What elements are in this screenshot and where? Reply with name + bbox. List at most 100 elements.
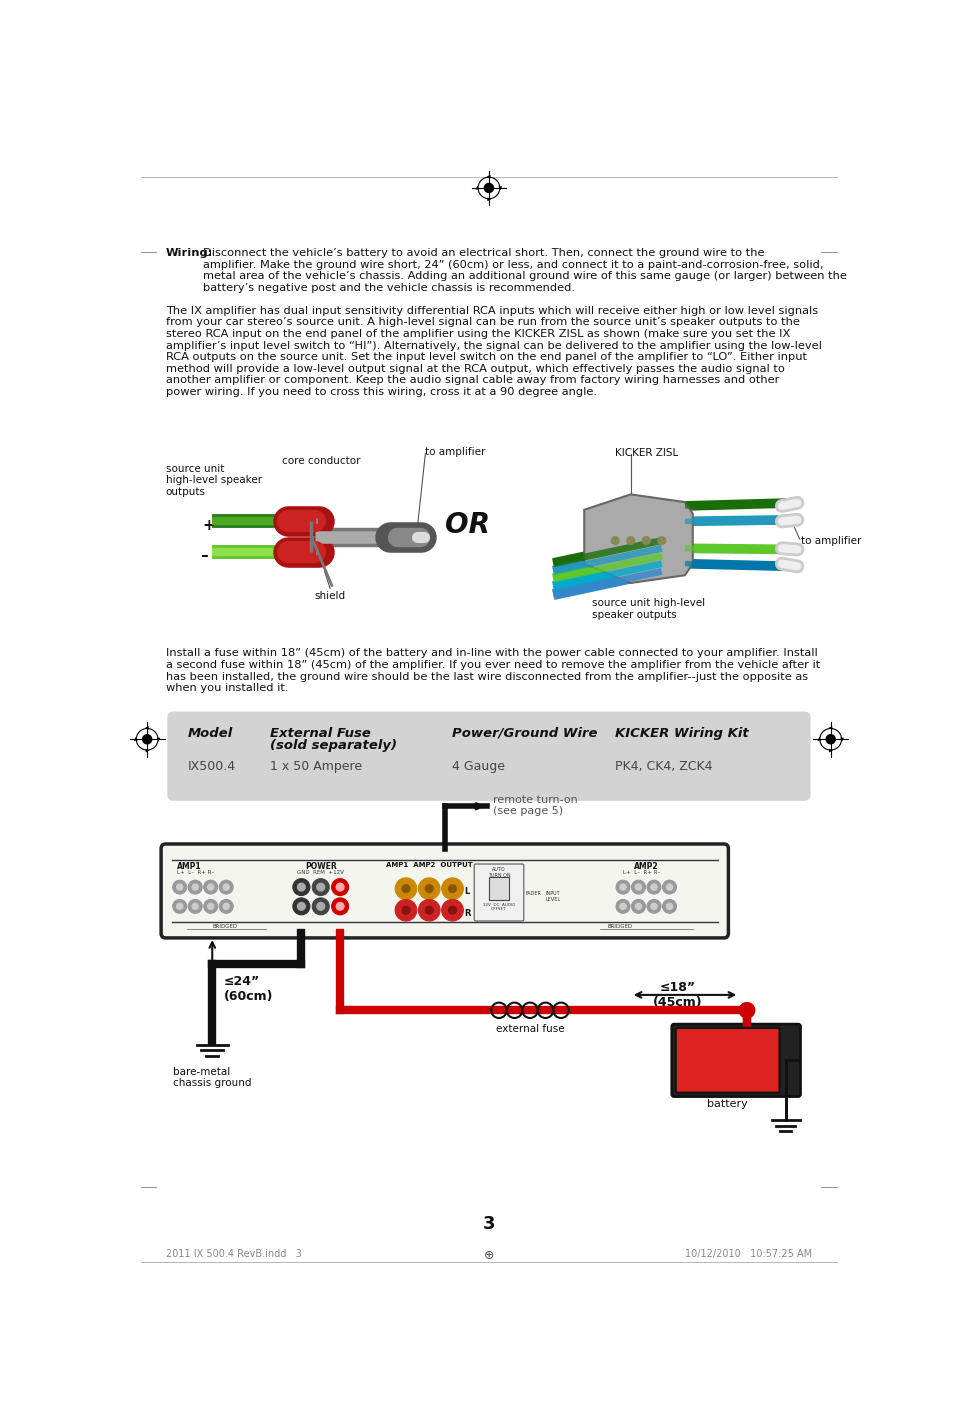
- Text: INPUT
LEVEL: INPUT LEVEL: [545, 891, 560, 902]
- Circle shape: [297, 902, 305, 911]
- Text: 2011 IX 500.4 RevB.indd   3: 2011 IX 500.4 RevB.indd 3: [166, 1248, 301, 1260]
- Circle shape: [172, 881, 187, 893]
- Circle shape: [402, 885, 410, 892]
- Circle shape: [661, 881, 676, 893]
- Circle shape: [441, 899, 463, 921]
- Circle shape: [418, 899, 439, 921]
- Circle shape: [619, 903, 625, 909]
- Circle shape: [666, 884, 672, 891]
- Text: 1 x 50 Ampere: 1 x 50 Ampere: [270, 760, 362, 772]
- Circle shape: [332, 879, 348, 895]
- Text: GND  REM  +12V: GND REM +12V: [297, 871, 344, 875]
- Polygon shape: [156, 738, 160, 741]
- Circle shape: [335, 884, 344, 891]
- Text: core conductor: core conductor: [282, 456, 360, 466]
- Text: L: L: [464, 888, 469, 896]
- Polygon shape: [146, 748, 150, 752]
- FancyBboxPatch shape: [671, 1025, 800, 1097]
- Circle shape: [448, 906, 456, 913]
- Text: source unit
high-level speaker
outputs: source unit high-level speaker outputs: [166, 463, 262, 497]
- Text: ≤18”
(45cm): ≤18” (45cm): [652, 980, 701, 1009]
- Text: 12V  DC  AUDIO
OFFSET: 12V DC AUDIO OFFSET: [482, 902, 515, 911]
- Circle shape: [204, 899, 217, 913]
- Text: +12V: +12V: [685, 1046, 768, 1074]
- Circle shape: [192, 903, 198, 909]
- Circle shape: [332, 898, 348, 915]
- Polygon shape: [133, 737, 137, 741]
- Text: Model: Model: [187, 727, 233, 740]
- Circle shape: [172, 899, 187, 913]
- Polygon shape: [486, 175, 490, 178]
- Circle shape: [650, 884, 657, 891]
- Circle shape: [646, 899, 660, 913]
- Text: shield: shield: [314, 590, 345, 601]
- Text: remote turn-on
(see page 5): remote turn-on (see page 5): [493, 795, 577, 817]
- Circle shape: [425, 885, 433, 892]
- Text: KICKER ZISL: KICKER ZISL: [615, 449, 678, 459]
- Text: IX500.4: IX500.4: [187, 760, 235, 772]
- Text: bare-metal
chassis ground: bare-metal chassis ground: [173, 1066, 252, 1089]
- Polygon shape: [476, 185, 479, 190]
- Circle shape: [188, 899, 202, 913]
- Circle shape: [616, 881, 629, 893]
- Circle shape: [441, 878, 463, 899]
- Circle shape: [142, 735, 152, 744]
- Polygon shape: [840, 738, 843, 741]
- Circle shape: [219, 881, 233, 893]
- FancyBboxPatch shape: [167, 711, 810, 801]
- Text: FADER: FADER: [525, 891, 541, 896]
- Text: source unit high-level
speaker outputs: source unit high-level speaker outputs: [592, 598, 704, 620]
- Text: Wiring:: Wiring:: [166, 248, 213, 258]
- Text: Power/Ground Wire: Power/Ground Wire: [452, 727, 598, 740]
- Circle shape: [192, 884, 198, 891]
- Text: –: –: [199, 549, 208, 563]
- Polygon shape: [828, 748, 832, 752]
- Circle shape: [176, 903, 183, 909]
- Text: Disconnect the vehicle’s battery to avoid an electrical short. Then, connect the: Disconnect the vehicle’s battery to avoi…: [203, 248, 846, 292]
- Circle shape: [448, 885, 456, 892]
- Circle shape: [616, 899, 629, 913]
- Polygon shape: [827, 725, 831, 730]
- FancyBboxPatch shape: [488, 878, 509, 901]
- Circle shape: [204, 881, 217, 893]
- Circle shape: [219, 899, 233, 913]
- Text: AMP1  AMP2  OUTPUT: AMP1 AMP2 OUTPUT: [385, 862, 472, 868]
- Circle shape: [395, 899, 416, 921]
- Circle shape: [293, 879, 310, 895]
- FancyBboxPatch shape: [675, 1027, 779, 1093]
- Circle shape: [312, 879, 329, 895]
- Text: External Fuse: External Fuse: [270, 727, 371, 740]
- Circle shape: [418, 878, 439, 899]
- Circle shape: [739, 1003, 754, 1017]
- Circle shape: [188, 881, 202, 893]
- Circle shape: [626, 537, 634, 544]
- Polygon shape: [497, 187, 501, 191]
- Text: BRIDGED: BRIDGED: [607, 923, 632, 929]
- Circle shape: [395, 878, 416, 899]
- Text: (sold separately): (sold separately): [270, 740, 397, 752]
- Circle shape: [619, 884, 625, 891]
- FancyBboxPatch shape: [161, 844, 728, 938]
- Text: AMP1: AMP1: [176, 862, 201, 872]
- Text: battery: battery: [706, 1099, 747, 1109]
- Circle shape: [650, 903, 657, 909]
- Text: to amplifier: to amplifier: [801, 536, 861, 546]
- Text: 4 Gauge: 4 Gauge: [452, 760, 505, 772]
- Text: KICKER Wiring Kit: KICKER Wiring Kit: [615, 727, 748, 740]
- Circle shape: [297, 884, 305, 891]
- Text: ≤24”
(60cm): ≤24” (60cm): [224, 975, 274, 1003]
- Circle shape: [312, 898, 329, 915]
- Circle shape: [825, 735, 835, 744]
- Circle shape: [208, 884, 213, 891]
- Circle shape: [316, 884, 324, 891]
- Circle shape: [661, 899, 676, 913]
- Circle shape: [635, 903, 641, 909]
- Circle shape: [658, 537, 665, 544]
- Text: R: R: [464, 909, 470, 918]
- Circle shape: [425, 906, 433, 913]
- Text: 10/12/2010   10:57:25 AM: 10/12/2010 10:57:25 AM: [684, 1248, 811, 1260]
- FancyBboxPatch shape: [474, 864, 523, 921]
- Circle shape: [316, 902, 324, 911]
- Polygon shape: [583, 494, 692, 583]
- Text: The IX amplifier has dual input sensitivity differential RCA inputs which will r: The IX amplifier has dual input sensitiv…: [166, 306, 821, 398]
